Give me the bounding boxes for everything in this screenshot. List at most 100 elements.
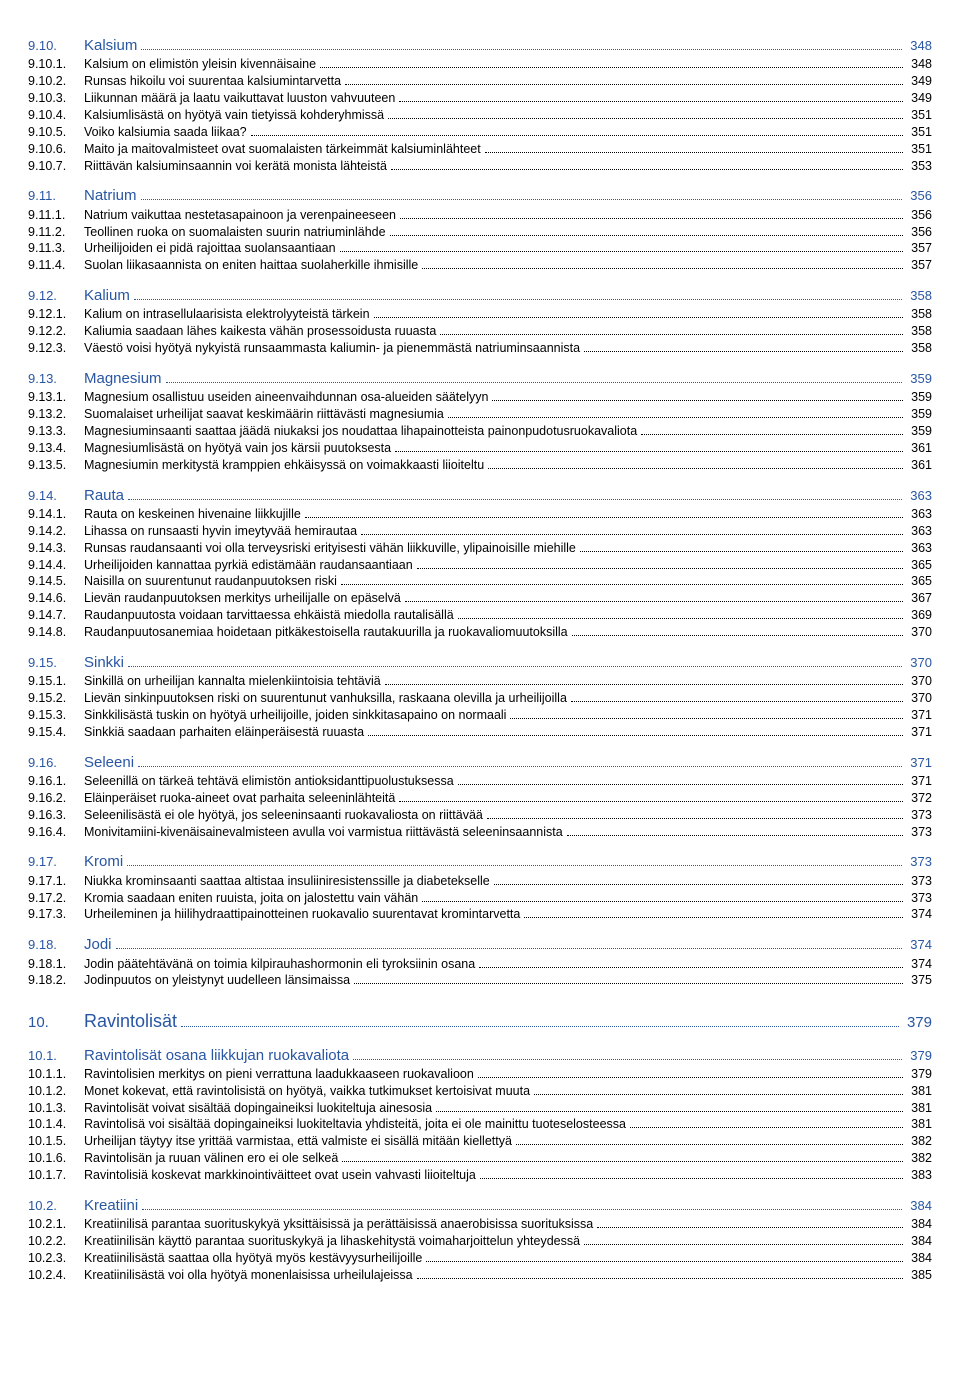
toc-entry-number: 9.17.2.: [28, 890, 84, 907]
toc-leader-dots: [516, 1144, 903, 1145]
toc-entry-page: 372: [907, 790, 932, 807]
toc-entry-page: 373: [907, 824, 932, 841]
toc-entry-title: Niukka krominsaanti saattaa altistaa ins…: [84, 873, 490, 890]
toc-entry: 9.10.5.Voiko kalsiumia saada liikaa?351: [28, 124, 932, 141]
toc-entry: 10.1.6.Ravintolisän ja ruuan välinen ero…: [28, 1150, 932, 1167]
toc-leader-dots: [440, 334, 903, 335]
toc-entry-title: Natrium: [84, 186, 137, 206]
toc-entry-number: 9.10.2.: [28, 73, 84, 90]
toc-entry-title: Naisilla on suurentunut raudanpuutoksen …: [84, 573, 337, 590]
toc-leader-dots: [142, 1209, 902, 1210]
toc-entry-page: 363: [907, 506, 932, 523]
toc-entry-page: 356: [907, 207, 932, 224]
toc-leader-dots: [353, 1059, 902, 1060]
toc-entry-title: Runsas raudansaanti voi olla terveysrisk…: [84, 540, 576, 557]
toc-entry-page: 348: [907, 56, 932, 73]
toc-entry-title: Ravintolisiä koskevat markkinointiväitte…: [84, 1167, 476, 1184]
toc-entry-page: 371: [907, 724, 932, 741]
toc-entry-number: 9.10.3.: [28, 90, 84, 107]
toc-leader-dots: [134, 299, 902, 300]
toc-entry: 10.1.7.Ravintolisiä koskevat markkinoint…: [28, 1167, 932, 1184]
toc-leader-dots: [480, 1178, 903, 1179]
toc-entry: 9.10.1.Kalsium on elimistön yleisin kive…: [28, 56, 932, 73]
toc-entry-title: Sinkkilisästä tuskin on hyötyä urheilijo…: [84, 707, 506, 724]
toc-entry: 10.2.1.Kreatiinilisä parantaa suoritusky…: [28, 1216, 932, 1233]
toc-entry: 10.2.3.Kreatiinilisästä saattaa olla hyö…: [28, 1250, 932, 1267]
toc-leader-dots: [426, 1261, 903, 1262]
toc-entry: 9.10.2.Runsas hikoilu voi suurentaa kals…: [28, 73, 932, 90]
toc-entry-title: Liikunnan määrä ja laatu vaikuttavat luu…: [84, 90, 395, 107]
toc-entry-title: Jodin päätehtävänä on toimia kilpirauhas…: [84, 956, 475, 973]
toc-entry-page: 381: [907, 1083, 932, 1100]
toc-entry-page: 351: [907, 107, 932, 124]
toc-leader-dots: [341, 584, 903, 585]
toc-entry: 9.13.4.Magnesiumlisästä on hyötyä vain j…: [28, 440, 932, 457]
table-of-contents: 9.10.Kalsium3489.10.1.Kalsium on elimist…: [28, 36, 932, 1284]
toc-entry-number: 9.14.8.: [28, 624, 84, 641]
toc-entry-title: Urheilijan täytyy itse yrittää varmistaa…: [84, 1133, 512, 1150]
toc-entry-page: 365: [907, 557, 932, 574]
toc-leader-dots: [458, 784, 903, 785]
toc-entry: 9.13.3.Magnesiuminsaanti saattaa jäädä n…: [28, 423, 932, 440]
toc-leader-dots: [479, 967, 903, 968]
toc-entry-title: Seleeni: [84, 753, 134, 773]
toc-entry-title: Magnesiumlisästä on hyötyä vain jos kärs…: [84, 440, 391, 457]
toc-leader-dots: [141, 199, 903, 200]
toc-entry-title: Seleenilisästä ei ole hyötyä, jos seleen…: [84, 807, 483, 824]
toc-entry: 10.1.4.Ravintolisä voi sisältää dopingai…: [28, 1116, 932, 1133]
toc-leader-dots: [399, 101, 903, 102]
toc-entry-page: 384: [907, 1233, 932, 1250]
toc-leader-dots: [584, 1244, 903, 1245]
toc-leader-dots: [368, 735, 903, 736]
toc-leader-dots: [390, 235, 904, 236]
toc-entry: 9.14.4.Urheilijoiden kannattaa pyrkiä ed…: [28, 557, 932, 574]
toc-leader-dots: [181, 1026, 899, 1027]
toc-leader-dots: [422, 901, 903, 902]
toc-entry-number: 9.13.4.: [28, 440, 84, 457]
toc-entry-page: 363: [906, 487, 932, 505]
toc-entry: 10.2.2.Kreatiinilisän käyttö parantaa su…: [28, 1233, 932, 1250]
toc-entry-number: 9.17.1.: [28, 873, 84, 890]
toc-entry-page: 359: [907, 423, 932, 440]
toc-entry-title: Ravintolisä voi sisältää dopingaineiksi …: [84, 1116, 626, 1133]
toc-entry: 9.10.7.Riittävän kalsiuminsaannin voi ke…: [28, 158, 932, 175]
toc-entry-title: Kromi: [84, 852, 123, 872]
toc-entry-title: Väestö voisi hyötyä nykyistä runsaammast…: [84, 340, 580, 357]
toc-leader-dots: [567, 835, 903, 836]
toc-section-heading: 9.15.Sinkki370: [28, 653, 932, 673]
toc-section-heading: 9.11.Natrium356: [28, 186, 932, 206]
toc-entry: 9.11.3.Urheilijoiden ei pidä rajoittaa s…: [28, 240, 932, 257]
toc-entry-number: 9.14.4.: [28, 557, 84, 574]
toc-entry-page: 348: [906, 37, 932, 55]
toc-entry: 9.12.3.Väestö voisi hyötyä nykyistä runs…: [28, 340, 932, 357]
toc-entry-page: 365: [907, 573, 932, 590]
toc-entry-title: Kreatiinilisä parantaa suorituskykyä yks…: [84, 1216, 593, 1233]
toc-leader-dots: [128, 666, 902, 667]
toc-leader-dots: [385, 684, 903, 685]
toc-entry-page: 371: [906, 754, 932, 772]
toc-entry-number: 9.16.: [28, 754, 84, 772]
toc-entry-title: Magnesiuminsaanti saattaa jäädä niukaksi…: [84, 423, 637, 440]
toc-entry: 9.16.2.Eläinperäiset ruoka-aineet ovat p…: [28, 790, 932, 807]
toc-entry-title: Sinkillä on urheilijan kannalta mielenki…: [84, 673, 381, 690]
toc-entry-number: 9.14.: [28, 487, 84, 505]
toc-entry-number: 10.1.7.: [28, 1167, 84, 1184]
toc-entry-number: 9.15.1.: [28, 673, 84, 690]
toc-leader-dots: [580, 551, 903, 552]
toc-section: 9.11.Natrium3569.11.1.Natrium vaikuttaa …: [28, 186, 932, 274]
toc-entry-title: Kreatiini: [84, 1196, 138, 1216]
toc-entry-title: Kaliumia saadaan lähes kaikesta vähän pr…: [84, 323, 436, 340]
toc-chapter: 10.Ravintolisät379: [28, 1009, 932, 1033]
toc-entry: 9.10.6.Maito ja maitovalmisteet ovat suo…: [28, 141, 932, 158]
toc-leader-dots: [417, 1278, 904, 1279]
toc-entry: 9.13.1.Magnesium osallistuu useiden aine…: [28, 389, 932, 406]
toc-entry-page: 363: [907, 540, 932, 557]
toc-entry-title: Suomalaiset urheilijat saavat keskimääri…: [84, 406, 444, 423]
toc-entry-title: Voiko kalsiumia saada liikaa?: [84, 124, 247, 141]
toc-leader-dots: [510, 718, 903, 719]
toc-entry-number: 9.14.1.: [28, 506, 84, 523]
toc-entry: 9.11.4.Suolan liikasaannista on eniten h…: [28, 257, 932, 274]
toc-entry-title: Magnesium osallistuu useiden aineenvaihd…: [84, 389, 488, 406]
toc-entry-page: 373: [907, 807, 932, 824]
toc-entry-title: Jodi: [84, 935, 112, 955]
